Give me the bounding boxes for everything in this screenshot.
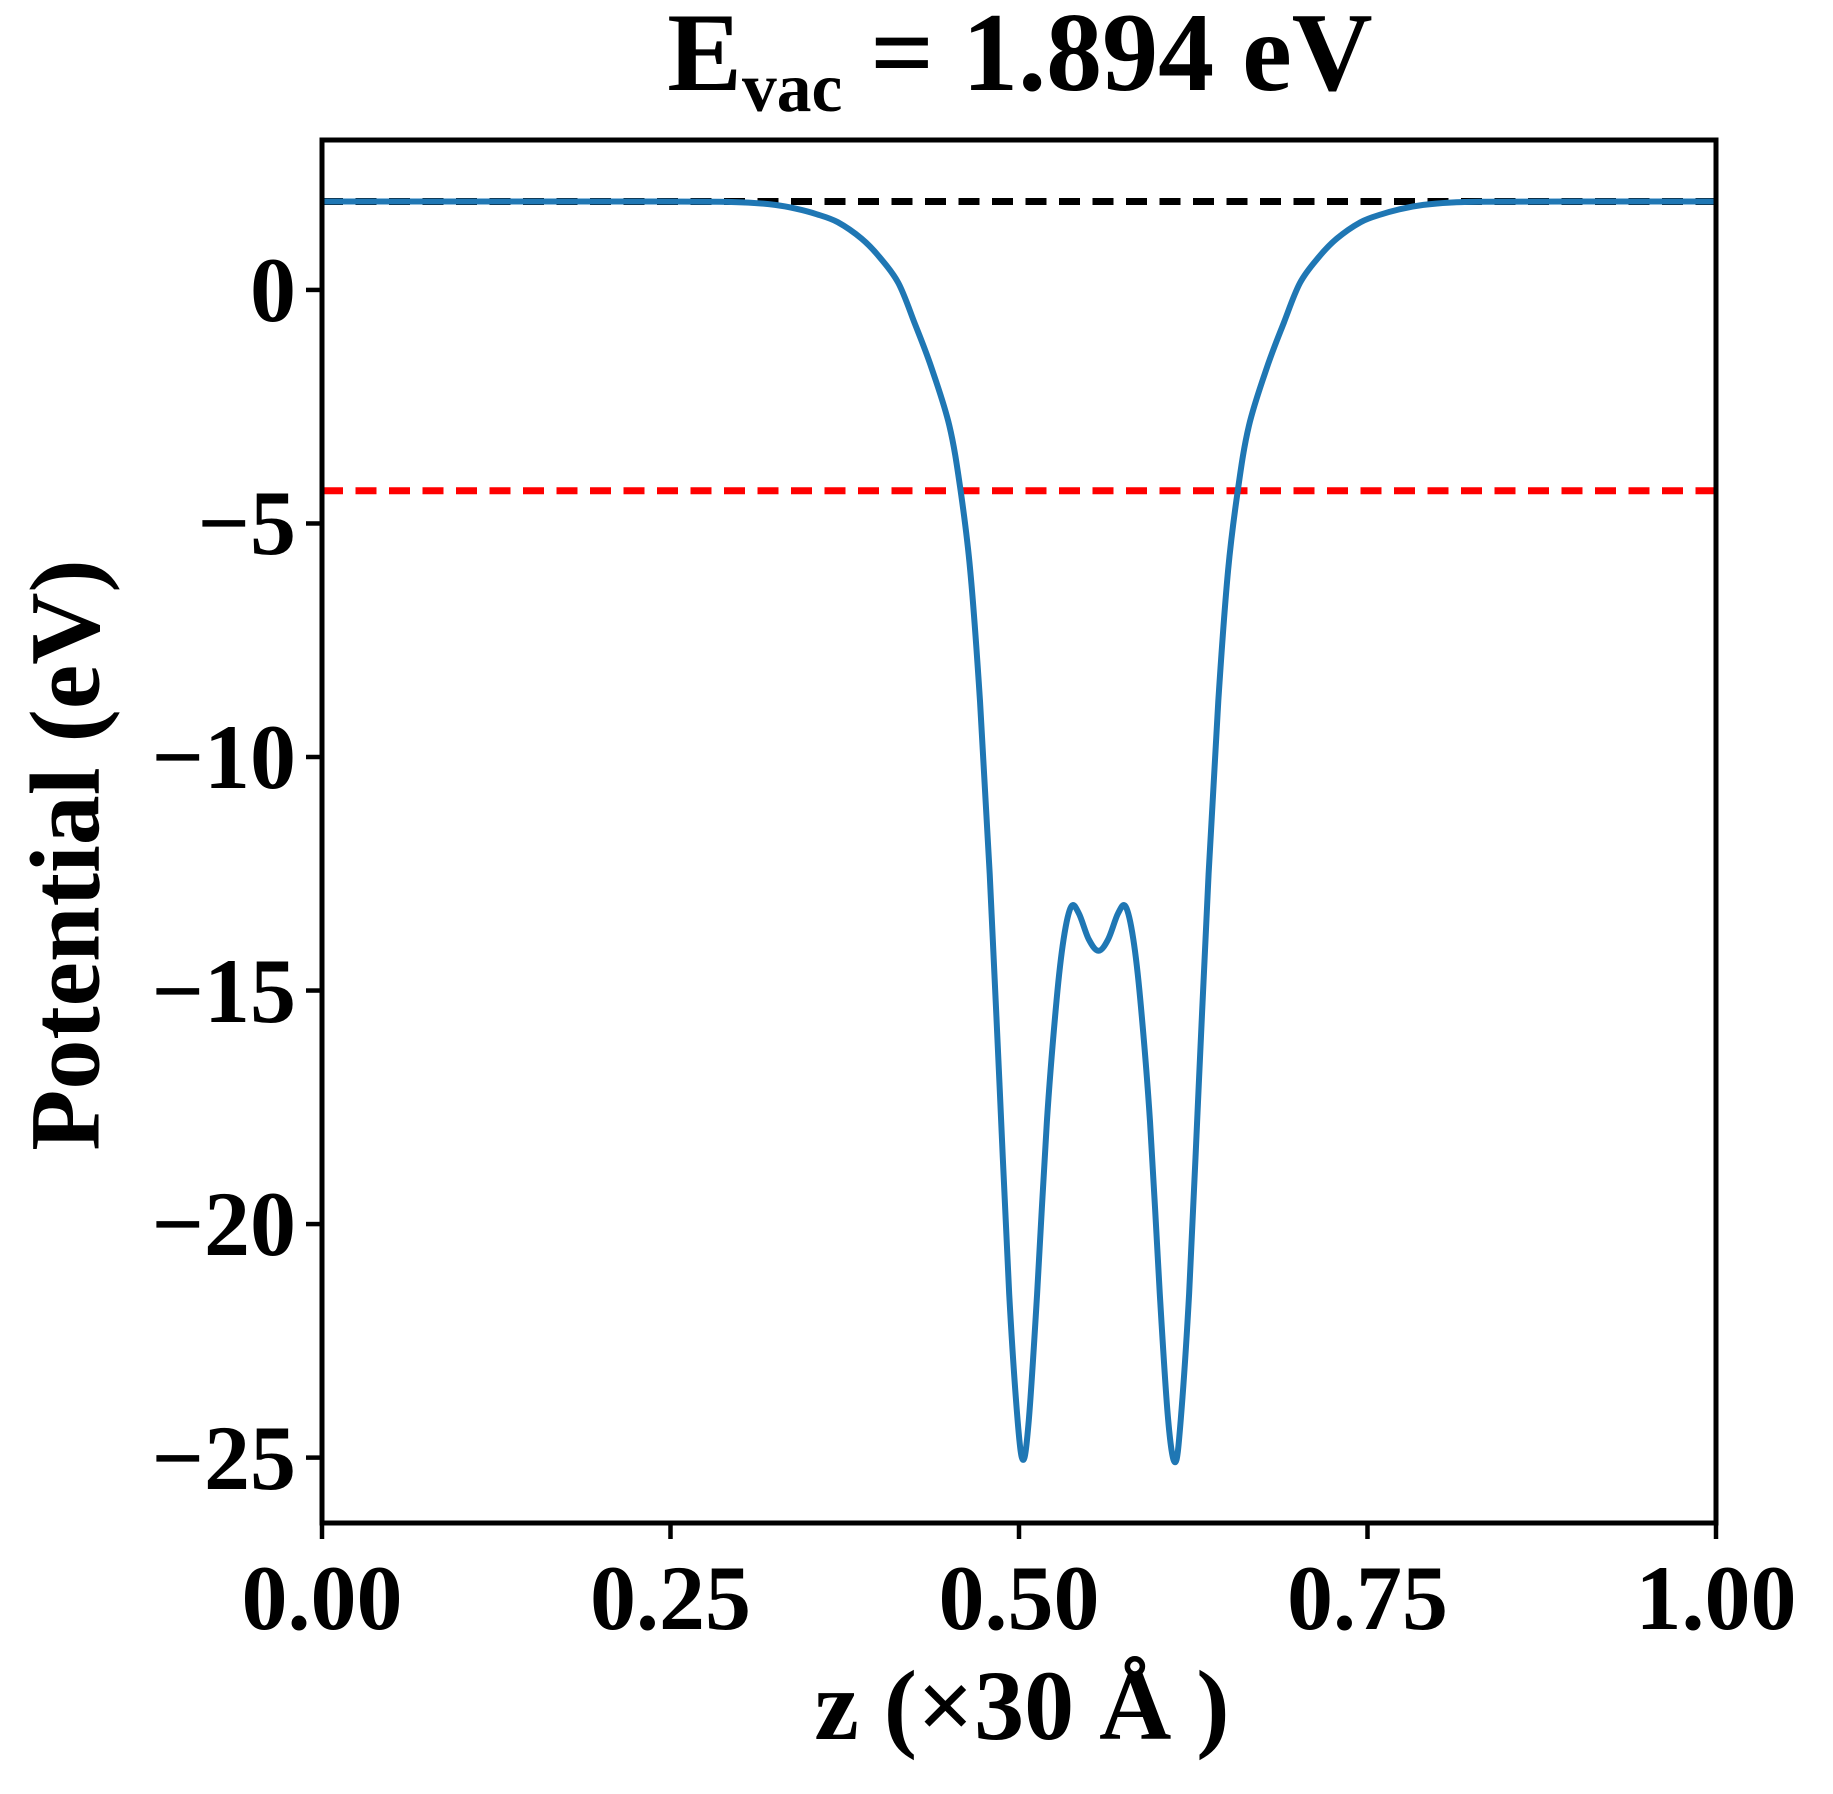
potential-curve: [322, 198, 1716, 1466]
y-tick-label: −25: [151, 1406, 296, 1509]
y-tick-label: 0: [250, 238, 296, 341]
y-tick-label: −5: [197, 472, 296, 575]
x-tick-label: 1.00: [1635, 1547, 1797, 1649]
title-subscript: vac: [742, 49, 843, 127]
x-axis-label: z (×30 Å ): [814, 1650, 1230, 1761]
axes-frame: [319, 137, 1719, 1526]
x-tick-label: 0.00: [241, 1547, 403, 1649]
chart-title: Evac = 1.894 eV: [667, 0, 1372, 130]
x-tick-label: 0.50: [938, 1547, 1100, 1649]
y-tick-label: −15: [151, 939, 296, 1042]
x-tick-label: 0.25: [590, 1547, 751, 1649]
x-tick-label: 0.75: [1287, 1547, 1448, 1649]
title-suffix: = 1.894 eV: [842, 0, 1373, 115]
title-prefix: E: [667, 0, 743, 115]
y-tick-label: −20: [151, 1173, 296, 1276]
axis-ticks: [306, 287, 1719, 1539]
y-tick-label: −10: [151, 706, 296, 808]
